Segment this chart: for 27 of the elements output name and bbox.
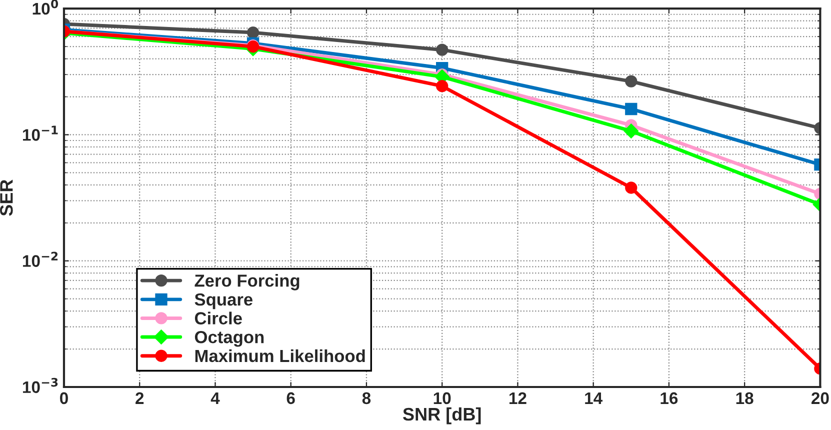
- point: [625, 75, 638, 88]
- legend-label: Square: [194, 293, 252, 310]
- point: [625, 182, 638, 194]
- point: [624, 124, 639, 138]
- x-tick-label: 12: [509, 392, 526, 404]
- x-tick-label: 8: [362, 392, 371, 404]
- x-tick-label: 14: [585, 392, 603, 404]
- point: [625, 102, 638, 116]
- x-tick-label: 2: [136, 392, 144, 404]
- x-tick-label: 20: [812, 392, 829, 404]
- x-tick-label: 0: [60, 392, 68, 404]
- x-tick-label: 10: [434, 392, 451, 404]
- point: [436, 44, 448, 56]
- legend-label: Zero Forcing: [194, 274, 300, 290]
- x-tick-label: 4: [210, 392, 220, 404]
- y-axis-title: SER: [0, 180, 13, 216]
- y-tick-label: 10$^{−1}$: [23, 126, 58, 141]
- x-tick-label: 6: [286, 392, 295, 404]
- x-tick-label: 18: [736, 392, 754, 404]
- x-tick-label: 16: [660, 392, 678, 404]
- x-axis-title: SNR [dB]: [402, 407, 481, 424]
- point: [436, 80, 448, 92]
- y-tick-label: 10$^{−2}$: [23, 252, 58, 267]
- y-tick-label: 10$^{−3}$: [23, 378, 58, 394]
- legend-label: Circle: [194, 312, 242, 324]
- legend-label: Octagon: [194, 330, 264, 347]
- legend-label: Maximum Likelihood: [195, 349, 365, 362]
